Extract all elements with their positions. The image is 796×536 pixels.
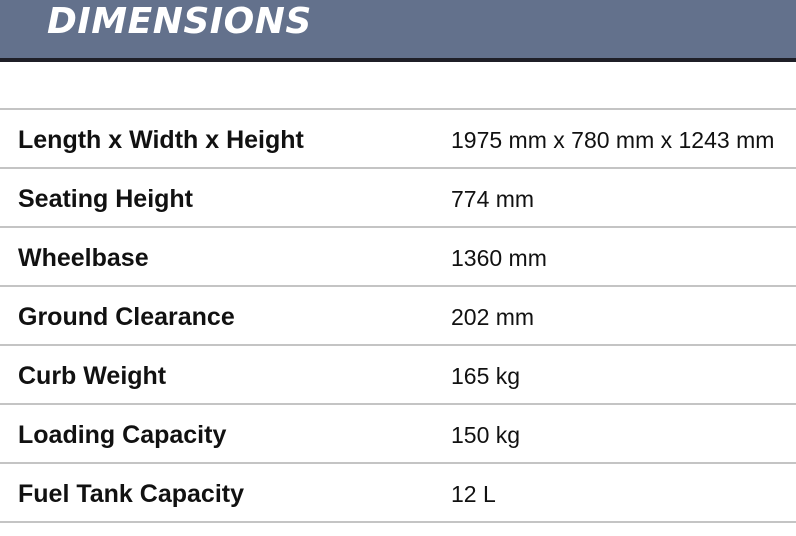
table-row: Ground Clearance 202 mm — [0, 287, 796, 346]
row-label: Fuel Tank Capacity — [18, 480, 244, 508]
table-row: Seating Height 774 mm — [0, 169, 796, 228]
dimensions-table: Length x Width x Height 1975 mm x 780 mm… — [0, 108, 796, 523]
row-label: Curb Weight — [18, 362, 167, 390]
row-value: 1360 mm — [451, 245, 547, 271]
row-value: 12 L — [451, 481, 496, 507]
table-row: Loading Capacity 150 kg — [0, 405, 796, 464]
row-label: Loading Capacity — [18, 421, 227, 449]
table-row: Wheelbase 1360 mm — [0, 228, 796, 287]
section-header: DIMENSIONS — [0, 0, 796, 62]
row-value: 150 kg — [451, 422, 521, 448]
table-row: Length x Width x Height 1975 mm x 780 mm… — [0, 110, 796, 169]
row-value: 165 kg — [451, 363, 521, 389]
row-label: Length x Width x Height — [18, 126, 304, 154]
row-value: 774 mm — [451, 186, 535, 212]
row-value: 1975 mm x 780 mm x 1243 mm — [451, 127, 775, 153]
section-title: DIMENSIONS — [47, 1, 312, 42]
row-label: Seating Height — [18, 185, 194, 213]
table-row: Fuel Tank Capacity 12 L — [0, 464, 796, 523]
table-row: Curb Weight 165 kg — [0, 346, 796, 405]
row-value: 202 mm — [451, 304, 535, 330]
row-label: Wheelbase — [18, 244, 149, 272]
row-label: Ground Clearance — [18, 303, 235, 331]
